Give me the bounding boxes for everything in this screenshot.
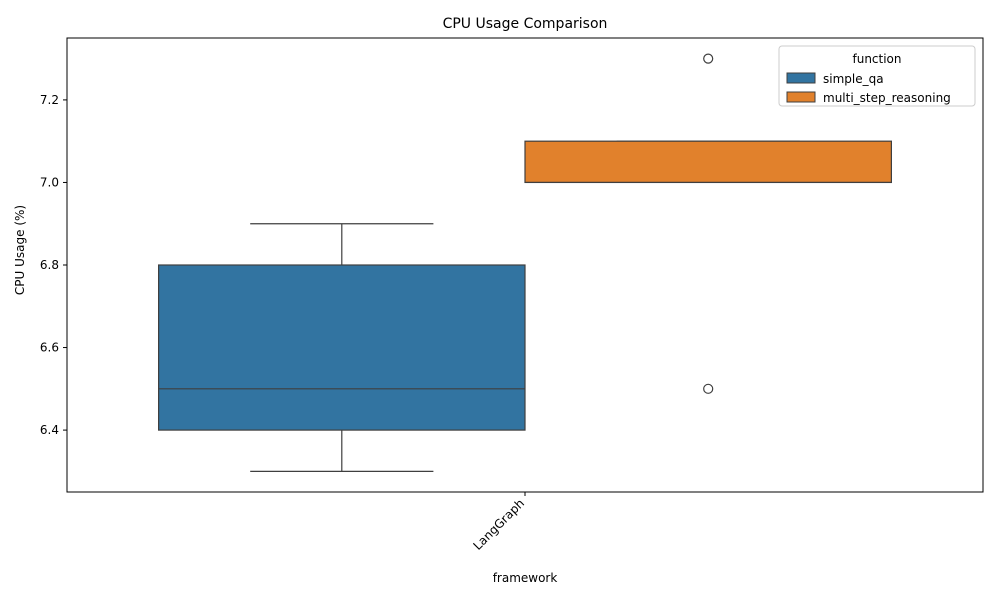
y-tick-label: 7.2 [40, 93, 59, 107]
y-axis-label: CPU Usage (%) [13, 205, 27, 295]
legend-entry-multi_step_reasoning: multi_step_reasoning [823, 91, 951, 105]
chart-title: CPU Usage Comparison [443, 16, 608, 32]
y-tick-label: 6.8 [40, 258, 59, 272]
box-iqr [524, 140, 892, 184]
outlier-point [703, 53, 714, 64]
y-tick-label: 6.4 [40, 423, 59, 437]
box-iqr [158, 264, 526, 431]
box-multi_step_reasoning [524, 53, 892, 394]
x-axis-label: framework [493, 571, 558, 585]
legend-entry-simple_qa: simple_qa [823, 72, 884, 86]
legend-title: function [852, 52, 901, 66]
y-tick-label: 7.0 [40, 175, 59, 189]
legend-swatch-multi_step_reasoning [786, 91, 816, 103]
x-tick-label: LangGraph [470, 496, 527, 553]
box-simple_qa [158, 223, 526, 472]
plot-area: 6.4 6.6 6.8 7.0 7.2 LangGraph [40, 37, 984, 553]
legend-frame [778, 45, 976, 107]
y-tick-label: 6.6 [40, 341, 59, 355]
outlier-point [703, 383, 714, 394]
legend-swatch-simple_qa [786, 72, 816, 84]
legend: function simple_qa multi_step_reasoning [778, 45, 976, 107]
